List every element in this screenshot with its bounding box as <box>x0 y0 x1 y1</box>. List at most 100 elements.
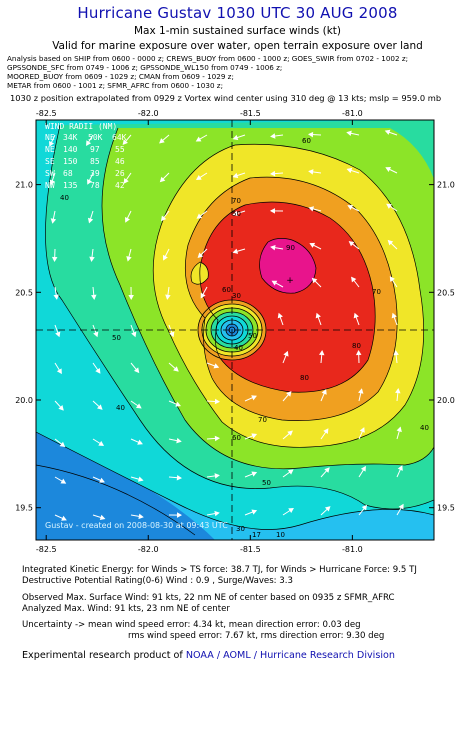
contour-label: 17 <box>252 531 261 539</box>
radii-cell: 140 <box>63 145 78 154</box>
wind-arrow-head <box>95 367 101 374</box>
wind-arrow-head <box>89 256 95 262</box>
lat-tick-label-left: 21.0 <box>15 181 33 190</box>
wind-arrow-head <box>176 437 182 444</box>
lon-tick-label-top: -82.5 <box>36 109 57 118</box>
wind-arrow-head <box>196 213 203 219</box>
lon-tick-label-bottom: -82.0 <box>138 545 159 554</box>
wind-arrow-head <box>391 312 397 319</box>
watermark: Gustav - created on 2008-08-30 at 09:43 … <box>45 521 228 530</box>
contour-label: 30 <box>236 525 245 533</box>
wind-arrow-head <box>93 331 99 338</box>
wind-arrow-head <box>309 242 316 248</box>
contour-label: 80 <box>352 342 361 350</box>
wind-arrow-head <box>287 469 294 475</box>
lat-tick-label-left: 20.5 <box>15 288 33 297</box>
wind-arrow-head <box>396 426 402 433</box>
wind-analysis-map: + 60 70 50 40 70 80 50 60 50 40 30 40 50… <box>15 109 455 554</box>
wind-arrow-head <box>97 404 103 410</box>
wind-arrow-head <box>125 216 130 223</box>
wind-arrow-head <box>56 368 62 375</box>
wind-arrow-head <box>165 294 171 300</box>
max-wind-marker: + <box>286 276 294 286</box>
wind-arrow-head <box>232 210 239 217</box>
ike-line: Integrated Kinetic Energy: for Winds > T… <box>22 565 417 575</box>
wind-arrow-head <box>397 465 403 471</box>
wind-arrow-head <box>288 507 294 513</box>
analysis-sources-line-4: METAR from 0600 - 1001 z; SFMR_AFRC from… <box>7 81 224 90</box>
wind-arrow-head <box>214 473 220 479</box>
radii-row-dir: NW <box>45 181 55 190</box>
radii-row-dir: NE <box>45 145 55 154</box>
radii-header: 50K <box>88 133 103 142</box>
wind-arrow-head <box>195 174 202 180</box>
wind-arrow-head <box>321 389 327 395</box>
wind-arrow-head <box>86 140 92 147</box>
wind-arrow-head <box>59 441 66 448</box>
radii-cell: 135 <box>63 181 78 190</box>
wind-arrow-head <box>251 471 258 477</box>
analysis-sources-line-3: MOORED_BUOY from 0609 - 1029 z; CMAN fro… <box>7 72 234 81</box>
wind-arrow-head <box>51 256 58 263</box>
wind-arrow-head <box>49 141 55 147</box>
wind-arrow-head <box>287 430 293 436</box>
wind-arrow-head <box>351 276 357 283</box>
contour-label-layer: 60 70 50 40 70 80 50 60 50 40 30 40 50 8… <box>60 137 429 539</box>
lon-tick-label-top: -81.5 <box>240 109 261 118</box>
wind-arrow-head <box>98 440 105 446</box>
contour-lines <box>36 124 434 536</box>
wind-arrow-head <box>137 439 143 445</box>
wind-arrow-head <box>195 136 202 142</box>
contour-label: 40 <box>60 194 69 202</box>
wind-arrow-head <box>162 254 168 261</box>
wind-vectors <box>49 129 404 521</box>
lon-tick-label-bottom: -81.5 <box>240 545 261 554</box>
wind-arrow-head <box>353 312 359 319</box>
wind-arrow-head <box>133 367 140 374</box>
wind-arrow-head <box>160 215 167 222</box>
wind-arrow-head <box>393 350 399 356</box>
wind-arrow-head <box>346 130 352 137</box>
wind-arrow-head <box>197 252 204 259</box>
lon-tick-label-bottom: -82.5 <box>36 545 57 554</box>
wind-arrow-head <box>99 514 106 521</box>
radii-header: 34K <box>63 133 78 142</box>
wind-arrow-head <box>232 134 239 141</box>
wind-arrow-head <box>361 504 368 511</box>
uncertainty-line-1: Uncertainty -> mean wind speed error: 4.… <box>22 620 361 630</box>
radii-row-dir: SE <box>45 157 55 166</box>
radii-cell: 68 <box>63 169 73 178</box>
wind-arrow-head <box>286 391 292 397</box>
wind-arrow-head <box>358 388 364 394</box>
plot-frame <box>35 119 435 541</box>
radii-cell: 26 <box>115 169 125 178</box>
wind-arrow-head <box>91 294 97 300</box>
radii-cell: 39 <box>90 169 100 178</box>
wind-arrow-head <box>311 277 318 284</box>
wind-arrow-head <box>360 465 366 472</box>
wind-arrow-head <box>389 276 395 282</box>
wind-arrow-head <box>213 363 220 369</box>
wind-arrow-head <box>270 133 276 139</box>
wind-arrow-head <box>386 203 392 209</box>
wind-arrow-head <box>214 398 221 405</box>
wind-arrow-head <box>324 467 330 473</box>
wind-arrow-head <box>176 512 183 518</box>
wind-arrow-head <box>348 241 355 247</box>
contour-label: 30 <box>232 292 241 300</box>
wind-arrow-head <box>251 509 258 515</box>
contour-label: 80 <box>300 374 309 382</box>
wind-arrow-head <box>308 169 314 175</box>
footer-prefix: Experimental research product of <box>22 650 186 661</box>
wind-arrow-head <box>251 433 258 439</box>
wind-arrow-head <box>359 427 365 433</box>
extrapolation-note: 1030 z position extrapolated from 0929 z… <box>10 93 442 103</box>
lat-tick-label-left: 20.0 <box>15 396 33 405</box>
wind-arrow-head <box>318 350 325 356</box>
wind-arrow-head <box>99 477 105 483</box>
contour-label: 70 <box>372 288 381 296</box>
radii-cell: 150 <box>63 157 78 166</box>
analysis-sources-line-1: Analysis based on SHIP from 0600 - 0000 … <box>7 54 409 63</box>
wind-arrow-head <box>87 178 93 185</box>
hrd-link[interactable]: NOAA / AOML / Hurricane Research Divisio… <box>185 650 395 661</box>
